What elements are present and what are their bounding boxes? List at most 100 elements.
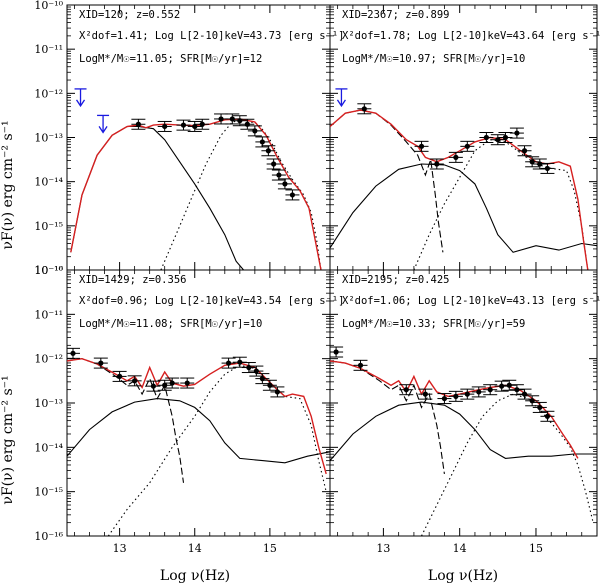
series-group — [330, 346, 597, 536]
x-axis-label-right: Log ν(Hz) — [428, 568, 498, 584]
data-point — [255, 373, 270, 385]
data-point — [418, 388, 433, 400]
data-point — [448, 390, 463, 402]
x-tick-label: 15 — [263, 542, 277, 555]
series-group — [67, 347, 330, 536]
panel-annotation: XID=2195; z=0.425 — [342, 274, 449, 286]
panel-frame — [329, 4, 598, 271]
data-point — [330, 346, 344, 358]
series-agn-torus — [70, 125, 245, 270]
series-stellar — [107, 364, 327, 536]
upper-limit-arrow — [97, 114, 110, 134]
data-point — [131, 118, 146, 130]
y-tick-label: 10⁻¹³ — [34, 132, 63, 145]
x-tick-label: 15 — [529, 542, 543, 555]
series-group — [330, 103, 597, 270]
data-point — [221, 357, 236, 369]
y-tick-label: 10⁻¹⁶ — [34, 264, 63, 277]
series-starburst — [330, 109, 444, 253]
panel-top-left: 10⁻¹⁶ 10⁻¹⁵ 10⁻¹⁴ 10⁻¹³ 10⁻¹² 10⁻¹¹ 10⁻¹⁰ XID=1… — [34, 0, 344, 277]
data-point — [479, 132, 494, 143]
data-point — [112, 370, 127, 382]
data-point — [67, 347, 81, 359]
y-axis-label-bottom: νF(ν) erg cm⁻² s⁻¹ — [0, 375, 16, 504]
data-point — [517, 145, 532, 157]
data-point — [232, 115, 247, 127]
data-point — [509, 384, 524, 396]
upper-limit-arrow — [335, 88, 348, 108]
data-point — [146, 380, 161, 392]
data-point — [247, 125, 262, 137]
data-point — [277, 178, 292, 190]
data-point — [157, 120, 172, 132]
panel-annotation: X²dof=1.41; Log L[2-10]keV=43.73 [erg s⁻… — [79, 30, 345, 42]
data-point — [437, 393, 452, 405]
panel-annotation: LogM*/M☉=11.08; SFR[M☉/yr]=10 — [79, 318, 262, 330]
panel-annotation: LogM*/M☉=10.97; SFR[M☉/yr]=10 — [342, 53, 525, 65]
panel-annotation: LogM*/M☉=10.33; SFR[M☉/yr]=59 — [342, 318, 525, 330]
data-point — [157, 379, 172, 391]
panel-annotation: XID=120; z=0.552 — [79, 9, 180, 21]
data-point — [517, 388, 532, 400]
series-total — [70, 118, 322, 270]
data-point — [180, 377, 195, 389]
y-tick-label: 10⁻¹⁵ — [34, 486, 63, 499]
data-point — [266, 158, 281, 170]
data-point — [262, 379, 277, 391]
data-point — [525, 156, 540, 168]
panel-annotation: XID=2367; z=0.899 — [342, 9, 449, 21]
data-point — [270, 386, 285, 398]
series-starburst — [330, 360, 445, 474]
data-point — [429, 158, 444, 170]
y-tick-label: 10⁻¹⁰ — [34, 0, 63, 12]
panel-annotation: X²dof=1.06; Log L[2-10]keV=43.13 [erg s⁻… — [342, 295, 600, 307]
panel-annotation: LogM*/M☉=11.05; SFR[M☉/yr]=12 — [79, 53, 262, 65]
y-tick-label: 10⁻¹⁴ — [34, 441, 63, 454]
y-tick-label: 10⁻¹² — [34, 353, 63, 366]
y-tick-label: 10⁻¹² — [34, 87, 63, 100]
data-point — [353, 359, 368, 371]
data-point — [176, 119, 191, 131]
series-total — [67, 357, 327, 475]
series-starburst — [67, 358, 185, 483]
data-point — [460, 388, 475, 400]
panel-frame — [66, 269, 331, 537]
data-point — [399, 384, 414, 396]
data-point — [285, 189, 300, 201]
series-total — [330, 360, 579, 459]
x-tick-label: 13 — [113, 542, 127, 555]
data-point — [525, 395, 540, 407]
data-point — [448, 151, 463, 163]
y-tick-label: 10⁻¹⁶ — [34, 530, 63, 543]
x-tick-label: 14 — [188, 542, 202, 555]
data-point — [498, 132, 513, 143]
series-stellar — [421, 393, 594, 536]
x-tick-label: 13 — [376, 542, 390, 555]
panel-annotation: X²dof=1.78; Log L[2-10]keV=43.64 [erg s⁻… — [342, 30, 600, 42]
data-point — [490, 134, 505, 146]
data-point — [255, 136, 270, 148]
data-point — [271, 169, 286, 181]
upper-limit-arrow — [74, 88, 87, 108]
data-point — [502, 379, 517, 391]
y-tick-label: 10⁻¹⁵ — [34, 220, 63, 233]
panel-frame — [66, 4, 331, 271]
data-point — [471, 386, 486, 398]
data-point — [532, 158, 547, 170]
data-point — [460, 140, 475, 152]
data-point — [509, 127, 524, 139]
panel-annotation: XID=1429; z=0.356 — [79, 274, 186, 286]
data-point — [357, 103, 372, 115]
data-point — [414, 140, 429, 152]
x-axis-label-left: Log ν(Hz) — [160, 568, 230, 584]
series-agn-torus — [67, 398, 330, 464]
y-tick-label: 10⁻¹³ — [34, 397, 63, 410]
data-point — [532, 401, 547, 413]
series-total — [330, 109, 589, 270]
y-tick-label: 10⁻¹⁰ — [34, 264, 63, 277]
x-tick-label: 14 — [453, 542, 467, 555]
y-tick-label: 10⁻¹¹ — [34, 308, 63, 321]
data-point — [241, 362, 256, 374]
data-point — [187, 120, 202, 132]
